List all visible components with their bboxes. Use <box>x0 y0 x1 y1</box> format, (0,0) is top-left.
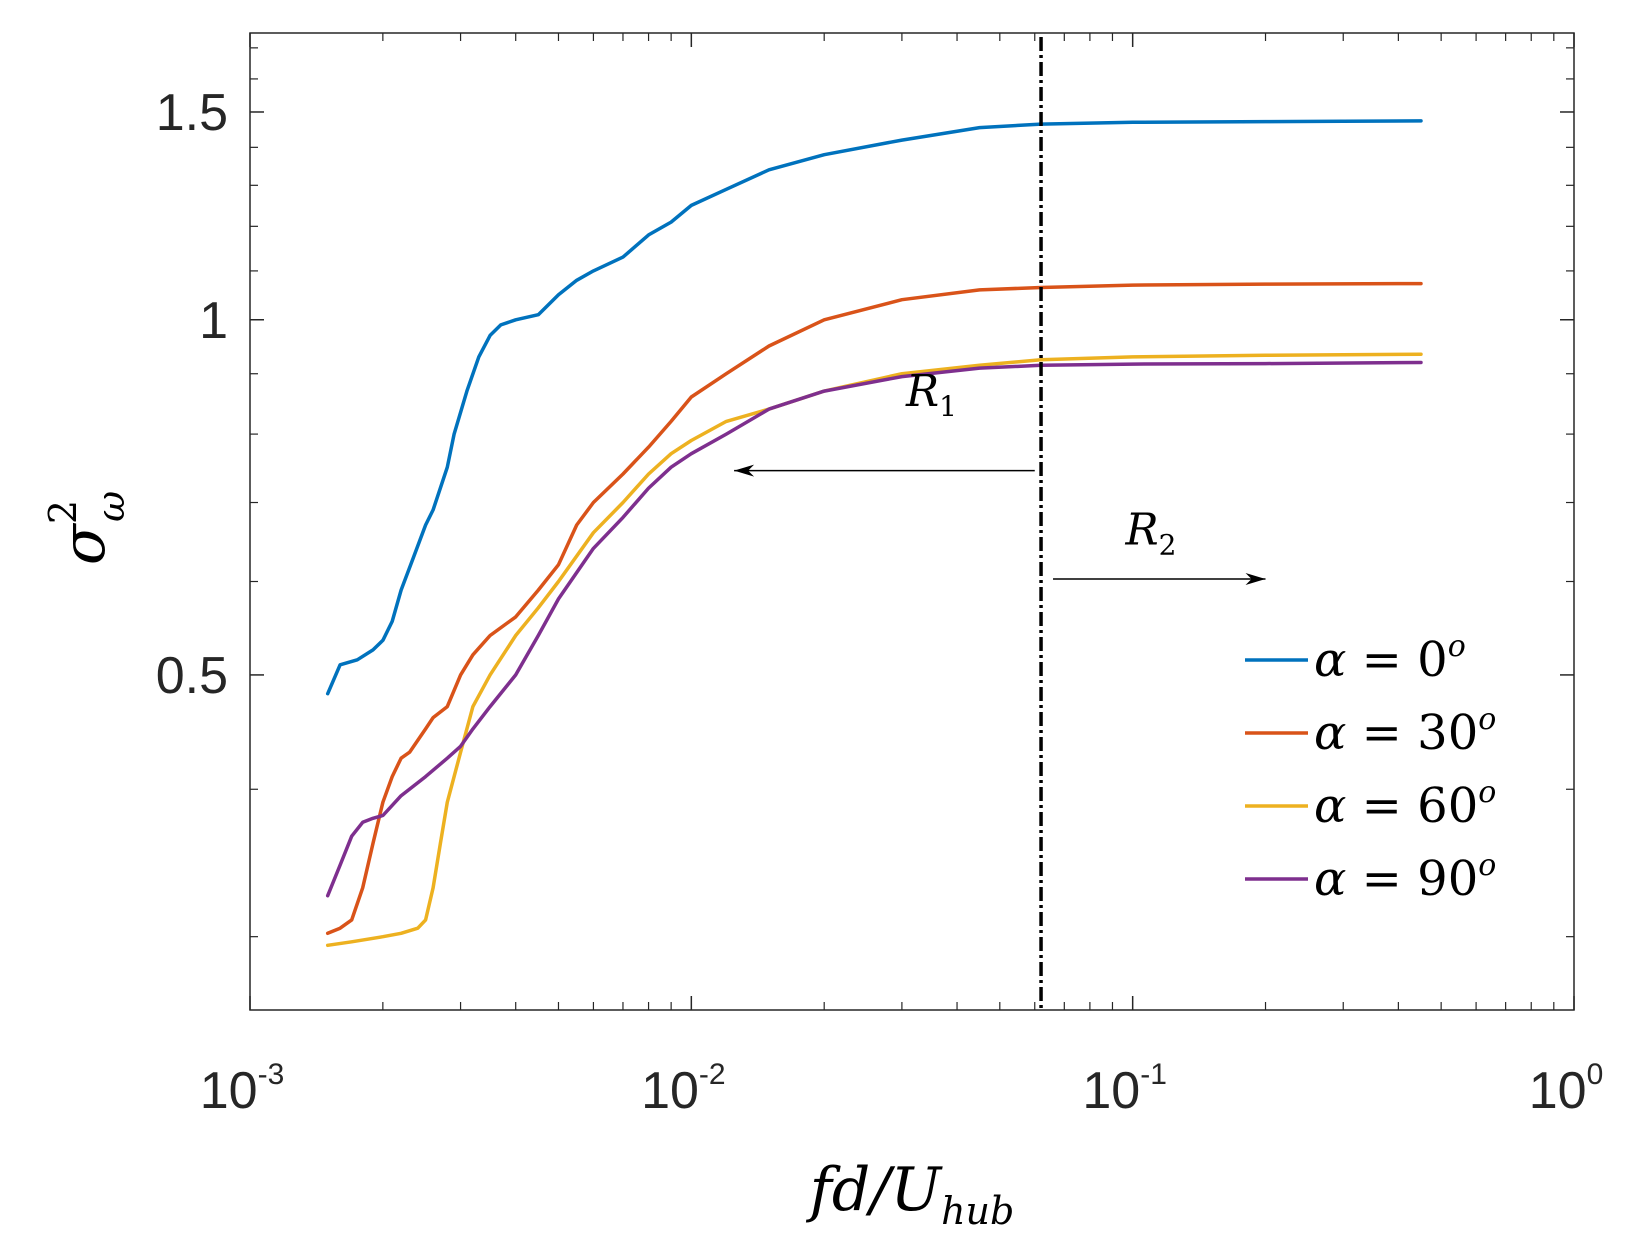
y-tick-label: 1.5 <box>156 84 228 142</box>
y-tick-label: 0.5 <box>156 647 228 705</box>
y-axis-label: σ2 ω <box>41 491 133 565</box>
legend-alpha: α <box>1314 778 1346 834</box>
x-tick-exponent: 0 <box>1587 1058 1604 1091</box>
legend-item-label: α = 0o <box>1314 629 1466 688</box>
legend-angle: 90 <box>1417 851 1478 907</box>
legend-item-label: α = 60o <box>1314 775 1496 834</box>
x-tick-base: 10 <box>200 1062 258 1120</box>
x-tick-base: 10 <box>1529 1062 1587 1120</box>
legend-equals: = <box>1346 632 1417 688</box>
annotation-arrow-head <box>734 464 755 477</box>
x-tick-label: 10-3 <box>200 1058 285 1120</box>
axis-labels: fd/Uhub σ2 ω <box>41 491 1014 1233</box>
annotation-label-main: R <box>905 366 939 417</box>
series-lines <box>325 119 1423 948</box>
legend-angle: 60 <box>1417 778 1478 834</box>
legend-item-label: α = 90o <box>1314 848 1496 907</box>
annotation-label-sub: 1 <box>939 390 957 423</box>
annotation-label-sub: 2 <box>1159 528 1177 561</box>
x-tick-label: 10-2 <box>641 1058 726 1120</box>
x-tick-base: 10 <box>641 1062 699 1120</box>
legend-angle: 30 <box>1417 705 1478 761</box>
series-line-90-deg <box>325 360 1423 898</box>
series-line-30-deg <box>325 281 1423 936</box>
annotation-label: R1 <box>905 366 957 423</box>
legend-equals: = <box>1346 778 1417 834</box>
x-tick-label: 100 <box>1529 1058 1604 1120</box>
legend-item-label: α = 30o <box>1314 702 1496 761</box>
x-tick-exponent: -3 <box>258 1058 285 1091</box>
annotation-label: R2 <box>1124 504 1176 561</box>
annotation-label-main: R <box>1124 504 1158 555</box>
legend-equals: = <box>1346 705 1417 761</box>
legend-alpha: α <box>1314 705 1346 761</box>
x-tick-exponent: -2 <box>699 1058 726 1091</box>
x-tick-base: 10 <box>1082 1062 1140 1120</box>
legend-degree: o <box>1448 629 1466 664</box>
y-axis-label-main: σ <box>49 522 119 565</box>
x-axis-label-main: fd/U <box>806 1155 944 1225</box>
series-line-0-deg <box>325 119 1423 696</box>
y-axis-label-sub: ω <box>89 491 133 522</box>
x-tick-label: 10-1 <box>1082 1058 1167 1120</box>
plot-area <box>249 32 1575 1011</box>
annotation-arrow-head <box>1245 572 1266 585</box>
x-axis-label-sub: hub <box>941 1189 1014 1233</box>
x-tick-exponent: -1 <box>1140 1058 1167 1091</box>
series-line-60-deg <box>325 352 1423 948</box>
y-axis-label-sup: 2 <box>41 500 85 524</box>
legend-alpha: α <box>1314 632 1346 688</box>
legend-angle: 0 <box>1417 632 1448 688</box>
y-tick-label: 1 <box>199 292 228 350</box>
legend-degree: o <box>1478 848 1496 883</box>
legend-degree: o <box>1478 702 1496 737</box>
x-axis-label: fd/Uhub <box>806 1155 1015 1233</box>
legend-degree: o <box>1478 775 1496 810</box>
legend-alpha: α <box>1314 851 1346 907</box>
legend-equals: = <box>1346 851 1417 907</box>
